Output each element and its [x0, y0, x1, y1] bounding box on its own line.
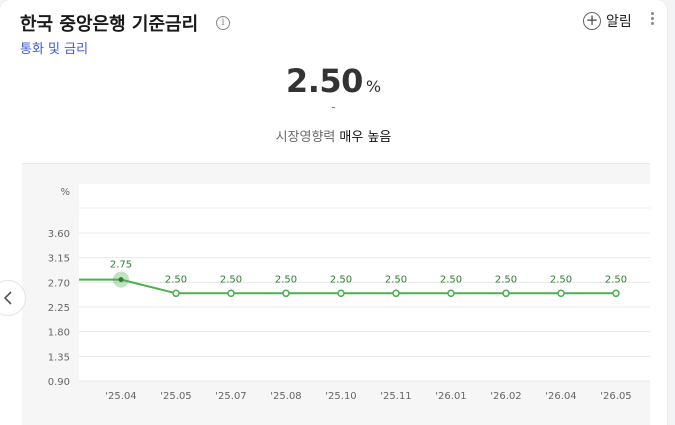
impact-label: 시장영향력 [275, 130, 336, 145]
x-tick-label: '25.07 [215, 391, 246, 402]
chevron-left-icon [4, 291, 12, 305]
x-tick-label: '25.05 [160, 391, 191, 402]
data-label: 2.50 [495, 274, 517, 285]
x-tick-label: '26.01 [435, 391, 466, 402]
data-label: 2.50 [275, 274, 297, 285]
y-tick-label: 2.25 [48, 303, 70, 314]
category-link[interactable]: 통화 및 금리 [20, 42, 89, 57]
y-axis-label: % [60, 187, 70, 198]
y-tick-label: 1.80 [48, 328, 70, 339]
data-point[interactable] [337, 289, 345, 298]
data-point[interactable] [557, 289, 565, 298]
y-tick-label: 3.15 [48, 254, 70, 265]
x-tick-label: '25.11 [380, 391, 411, 402]
chart-area: 0.90 1.35 1.80 2.25 2.70 3.15 3.60% '25.04 '25.0… [22, 163, 650, 425]
more-vertical-icon[interactable] [650, 12, 654, 28]
impact-value: 매우 높음 [339, 130, 392, 145]
x-tick-label: '26.04 [545, 391, 576, 402]
data-label: 2.50 [605, 274, 627, 285]
data-label: 2.50 [330, 274, 352, 285]
rate-unit: % [365, 77, 382, 96]
current-rate: 2.50% [0, 62, 667, 100]
data-point[interactable] [502, 289, 510, 298]
rate-value: 2.50 [285, 62, 363, 100]
x-tick-label: '25.10 [325, 391, 356, 402]
data-label: 2.50 [220, 274, 242, 285]
x-tick-label: '26.05 [600, 391, 631, 402]
data-point[interactable] [118, 277, 124, 283]
rate-change: - [331, 100, 336, 114]
x-tick-label: '25.08 [270, 391, 301, 402]
info-icon[interactable]: i [216, 16, 230, 30]
y-tick-label: 0.90 [48, 377, 70, 388]
data-point[interactable] [227, 289, 235, 298]
y-tick-label: 2.70 [48, 278, 70, 289]
x-tick-label: '26.02 [490, 391, 521, 402]
data-label: 2.75 [110, 260, 132, 271]
y-tick-label: 3.60 [48, 229, 70, 240]
market-impact: 시장영향력 매우 높음 [0, 126, 667, 145]
plus-circle-icon: + [583, 12, 601, 30]
data-label: 2.50 [550, 274, 572, 285]
alarm-button[interactable]: + 알림 [583, 10, 632, 32]
data-point[interactable] [282, 289, 290, 298]
alarm-label: 알림 [606, 14, 632, 30]
rate-line-chart: 0.90 1.35 1.80 2.25 2.70 3.15 3.60% '25.04 '25.0… [48, 184, 650, 402]
data-label: 2.50 [165, 274, 187, 285]
y-tick-label: 1.35 [48, 352, 70, 363]
data-label: 2.50 [440, 274, 462, 285]
data-point[interactable] [172, 289, 180, 298]
data-point[interactable] [447, 289, 455, 298]
data-label: 2.50 [385, 274, 407, 285]
page-title: 한국 중앙은행 기준금리 [20, 14, 199, 35]
data-point[interactable] [392, 289, 400, 298]
data-point[interactable] [612, 289, 620, 298]
x-tick-label: '25.04 [105, 391, 136, 402]
